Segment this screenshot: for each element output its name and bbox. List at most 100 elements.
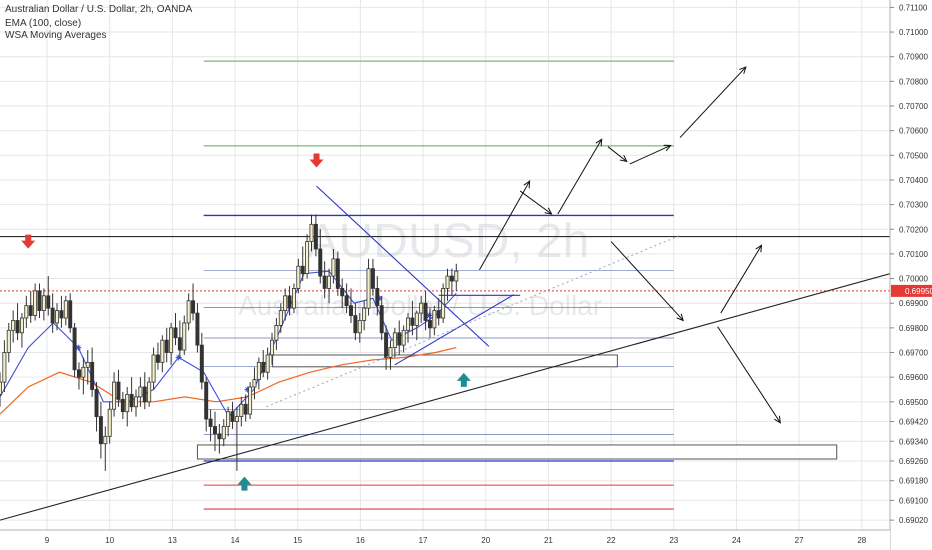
y-tick-label: 0.69260: [899, 457, 928, 466]
candle-body: [160, 339, 165, 363]
candle-body: [164, 339, 169, 353]
x-tick-label: 24: [732, 536, 741, 545]
candle-body: [331, 258, 336, 277]
candle-body: [59, 310, 64, 319]
candle-body: [432, 310, 437, 329]
y-tick-label: 0.69180: [899, 477, 928, 486]
candle-body: [138, 386, 143, 398]
indicator-wsa[interactable]: WSA Moving Averages: [5, 30, 107, 41]
scenario-arrow-line: [679, 66, 747, 138]
candle-body: [24, 305, 29, 319]
y-tick-label: 0.70700: [899, 102, 928, 111]
scenario-arrow-head: [523, 180, 531, 189]
wsa-cross-marker: [244, 386, 251, 393]
candle-body: [349, 305, 353, 316]
candle-body: [19, 317, 24, 334]
candle-body: [120, 398, 125, 413]
y-axis-panel[interactable]: [890, 0, 932, 550]
y-tick-label: 0.69600: [899, 373, 928, 382]
candle-body: [388, 347, 393, 358]
candle-body: [217, 433, 222, 440]
x-tick-label: 21: [544, 536, 553, 545]
candle-body: [37, 290, 42, 312]
candle-body: [370, 268, 375, 289]
candle-body: [335, 258, 340, 289]
scenario-arrow-head: [544, 207, 553, 215]
candle-body: [234, 416, 239, 422]
candle-body: [151, 354, 156, 383]
candle-body: [344, 295, 349, 307]
price-label-text: 0.69950: [905, 287, 932, 296]
candle-body: [85, 361, 90, 368]
candle-body: [116, 381, 121, 400]
red-down-arrow-icon: [21, 234, 36, 249]
candle-body: [11, 320, 16, 331]
scenario-arrow-line: [557, 139, 603, 215]
scenario-arrow-head: [663, 144, 672, 152]
candle-body: [221, 426, 226, 440]
y-tick-label: 0.70900: [899, 53, 928, 62]
candle-body: [283, 295, 288, 312]
candle-body: [278, 310, 283, 326]
candle-body: [177, 337, 182, 351]
x-tick-label: 15: [293, 536, 302, 545]
y-tick-label: 0.70400: [899, 176, 928, 185]
candle-body: [401, 329, 406, 346]
candle-body: [362, 307, 367, 321]
candle-body: [309, 223, 314, 242]
indicator-ema[interactable]: EMA (100, close): [5, 18, 82, 29]
scenario-arrow-head: [739, 66, 747, 74]
zones: [196, 354, 838, 460]
wsa-cross-marker: [75, 344, 82, 351]
candle-body: [414, 312, 419, 326]
x-tick-label: 13: [168, 536, 177, 545]
candle-body: [191, 300, 196, 314]
candle-body: [397, 332, 402, 346]
candle-body: [419, 302, 424, 314]
candle-body: [81, 366, 86, 378]
candle-body: [63, 300, 68, 319]
candle-body: [384, 332, 389, 358]
candle-body: [72, 327, 77, 371]
candle-body: [410, 317, 415, 326]
candle-body: [15, 320, 20, 334]
candle-body: [379, 305, 384, 334]
x-axis-panel[interactable]: [0, 530, 890, 550]
teal-up-arrow-icon: [237, 476, 252, 491]
candle-body: [327, 275, 332, 289]
candle-body: [204, 381, 209, 420]
candle-body: [265, 354, 270, 373]
candle-body: [449, 275, 454, 282]
chart-title: Australian Dollar / U.S. Dollar, 2h, OAN…: [5, 4, 193, 15]
triangle-pattern-line: [394, 294, 515, 366]
x-tick-label: 27: [795, 536, 804, 545]
candle-body: [212, 426, 217, 435]
y-tick-label: 0.69500: [899, 398, 928, 407]
wsa-cross-marker: [426, 312, 433, 319]
candle-body: [300, 265, 305, 275]
watermark-symbol: AUDUSD, 2h: [307, 215, 590, 268]
candle-body: [248, 386, 253, 415]
support-zone-box: [196, 444, 838, 460]
support-zone-box: [272, 354, 618, 368]
y-tick-label: 0.69020: [899, 516, 928, 525]
candle-body: [169, 327, 174, 353]
candle-body: [445, 275, 450, 289]
y-tick-label: 0.70600: [899, 127, 928, 136]
x-tick-label: 23: [669, 536, 678, 545]
scenario-arrow-line: [607, 146, 628, 162]
candle-body: [270, 339, 274, 356]
candle-body: [134, 396, 138, 408]
candle-body: [208, 418, 213, 427]
red-down-arrow-icon: [309, 153, 324, 168]
candle-body: [98, 416, 103, 445]
candle-body: [103, 435, 108, 445]
candle-body: [6, 329, 11, 353]
scenario-arrow-line: [610, 241, 684, 321]
scenario-arrow-head: [676, 313, 684, 322]
y-tick-label: 0.69340: [899, 437, 928, 446]
y-tick-label: 0.69800: [899, 324, 928, 333]
candle-body: [112, 381, 117, 410]
